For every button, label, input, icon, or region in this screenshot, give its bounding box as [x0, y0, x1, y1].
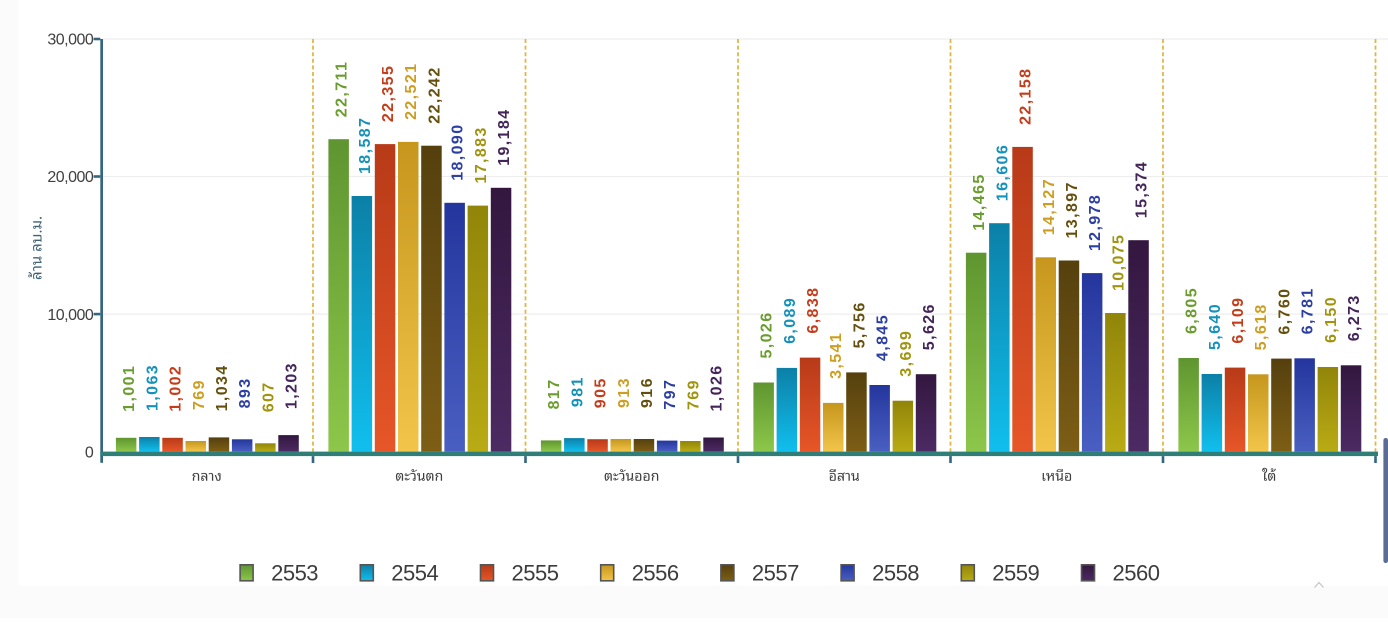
svg-text:10,075: 10,075: [1110, 234, 1127, 291]
svg-text:4,845: 4,845: [875, 314, 892, 361]
svg-text:22,158: 22,158: [1018, 68, 1035, 125]
svg-text:1,026: 1,026: [709, 364, 726, 411]
svg-text:981: 981: [569, 376, 586, 407]
svg-text:10,000: 10,000: [47, 307, 94, 324]
svg-text:769: 769: [685, 379, 702, 410]
svg-text:607: 607: [260, 381, 277, 412]
svg-text:1,034: 1,034: [214, 364, 231, 411]
svg-text:6,273: 6,273: [1346, 294, 1363, 341]
svg-text:2559: 2559: [992, 560, 1039, 585]
svg-text:5,026: 5,026: [759, 311, 776, 358]
svg-text:5,618: 5,618: [1253, 303, 1270, 350]
svg-text:797: 797: [662, 379, 679, 410]
svg-text:14,127: 14,127: [1041, 178, 1058, 235]
svg-text:913: 913: [616, 377, 633, 408]
svg-text:22,711: 22,711: [334, 61, 351, 117]
svg-text:2560: 2560: [1113, 560, 1160, 585]
svg-text:2558: 2558: [872, 560, 919, 585]
svg-text:1,002: 1,002: [168, 365, 185, 412]
svg-text:905: 905: [593, 377, 610, 408]
svg-text:22,242: 22,242: [426, 66, 443, 123]
svg-text:2556: 2556: [632, 560, 679, 585]
svg-text:0: 0: [85, 444, 94, 461]
svg-text:2554: 2554: [391, 560, 438, 585]
svg-text:6,109: 6,109: [1230, 297, 1247, 344]
svg-text:13,897: 13,897: [1064, 181, 1081, 238]
svg-text:2553: 2553: [271, 560, 318, 585]
svg-text:30,000: 30,000: [47, 32, 94, 49]
svg-text:916: 916: [639, 377, 656, 408]
svg-text:22,355: 22,355: [380, 65, 397, 122]
svg-text:817: 817: [546, 378, 563, 409]
svg-text:5,626: 5,626: [921, 303, 938, 350]
svg-text:3,699: 3,699: [898, 330, 915, 377]
svg-text:6,760: 6,760: [1277, 288, 1294, 335]
svg-text:5,756: 5,756: [851, 301, 868, 348]
svg-text:1,203: 1,203: [284, 362, 301, 409]
svg-text:18,090: 18,090: [450, 123, 467, 180]
svg-text:6,150: 6,150: [1323, 296, 1340, 343]
svg-text:3,541: 3,541: [828, 332, 845, 379]
svg-text:19,184: 19,184: [496, 108, 513, 165]
svg-text:18,587: 18,587: [357, 117, 374, 174]
svg-text:17,883: 17,883: [473, 126, 490, 183]
svg-text:1,063: 1,063: [144, 364, 161, 411]
svg-text:15,374: 15,374: [1134, 161, 1151, 218]
svg-text:20,000: 20,000: [47, 169, 94, 186]
svg-text:12,978: 12,978: [1087, 194, 1104, 251]
svg-text:1,001: 1,001: [121, 365, 138, 412]
svg-text:22,521: 22,521: [403, 63, 420, 120]
svg-text:6,805: 6,805: [1184, 287, 1201, 334]
svg-text:6,838: 6,838: [805, 287, 822, 334]
svg-text:6,089: 6,089: [782, 297, 799, 344]
svg-text:16,606: 16,606: [994, 144, 1011, 201]
svg-text:893: 893: [237, 377, 254, 408]
svg-text:2557: 2557: [752, 560, 799, 585]
svg-text:6,781: 6,781: [1300, 287, 1317, 334]
svg-text:769: 769: [191, 379, 208, 410]
svg-text:2555: 2555: [512, 560, 559, 585]
svg-text:14,465: 14,465: [971, 173, 988, 230]
svg-text:5,640: 5,640: [1207, 303, 1224, 350]
